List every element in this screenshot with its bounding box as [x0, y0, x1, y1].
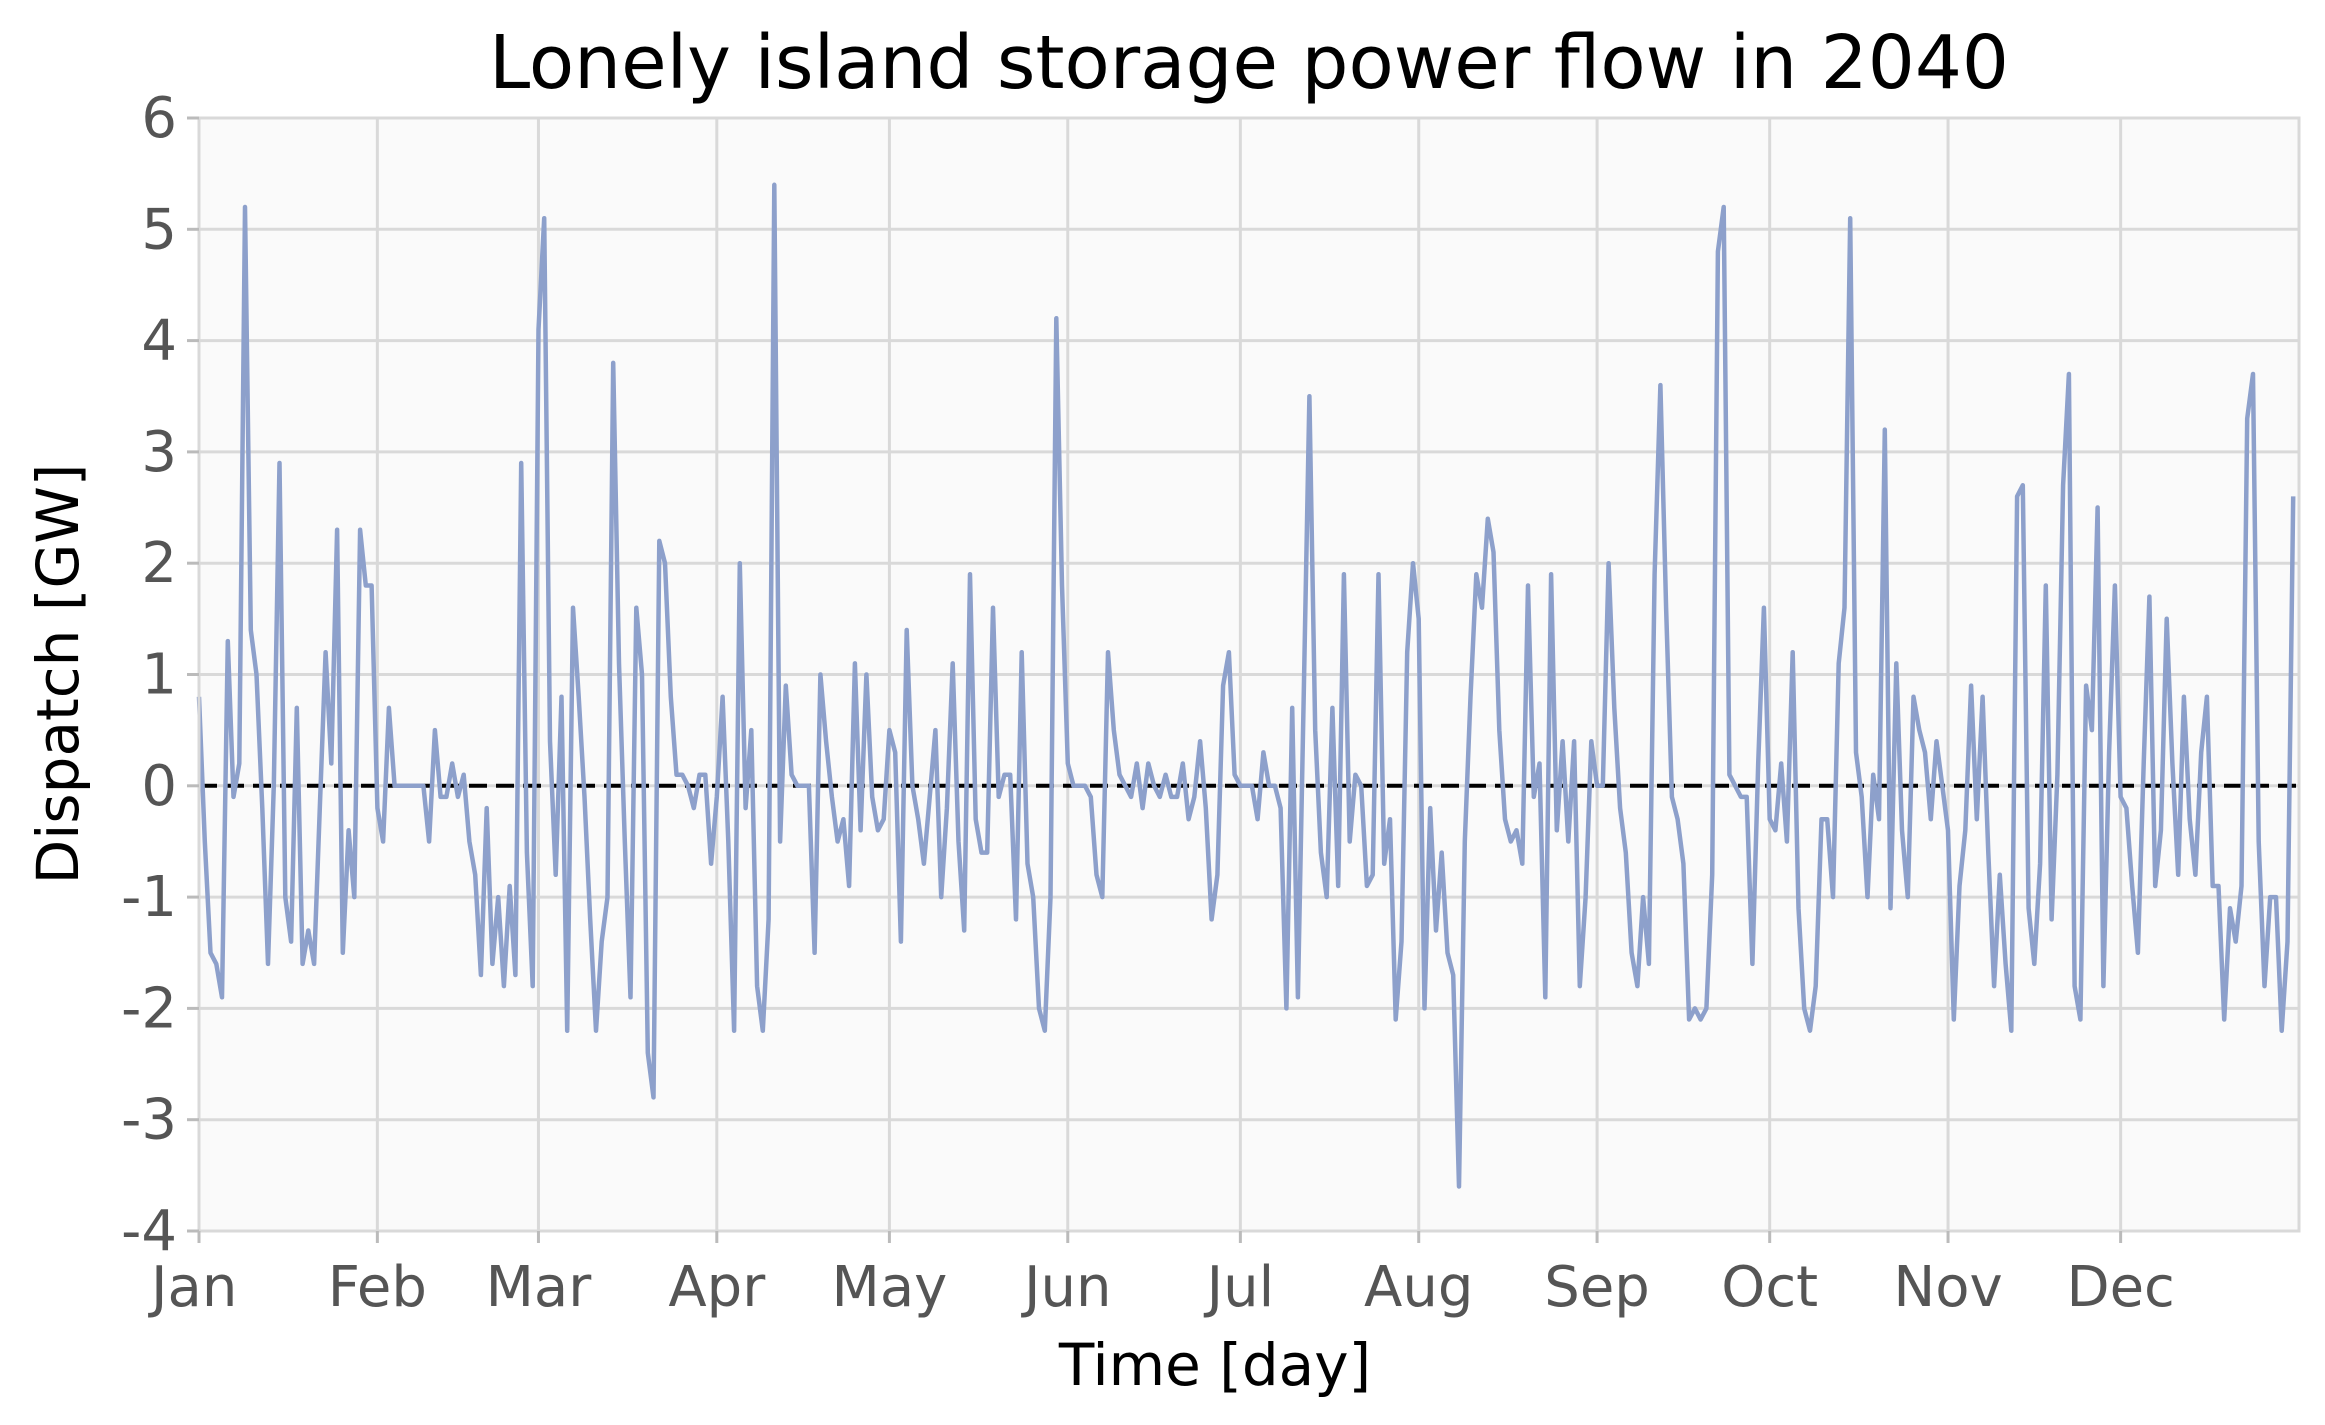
- x-tick-label: Mar: [486, 1255, 593, 1320]
- x-tick-label: Dec: [2066, 1255, 2174, 1320]
- x-tick-label: Jul: [1204, 1255, 1275, 1320]
- y-tick-label: 3: [141, 420, 177, 485]
- x-tick-label: Jun: [1021, 1255, 1112, 1320]
- y-tick-label: 0: [141, 754, 177, 819]
- y-tick-label: 5: [141, 197, 177, 262]
- y-tick-label: -1: [121, 865, 177, 930]
- series-line-storage-dispatch: [196, 182, 2296, 1189]
- x-tick-label: Oct: [1721, 1255, 1818, 1320]
- y-tick-label: 6: [141, 86, 177, 151]
- x-axis-ticks: Jan Feb Mar Apr May Jun Jul Aug Sep Oct Nov Dec: [148, 1231, 2175, 1320]
- x-axis-label: Time [day]: [1058, 1331, 1371, 1399]
- y-tick-label: -3: [121, 1088, 177, 1153]
- chart-title: Lonely island storage power flow in 2040: [489, 20, 2009, 106]
- y-axis-label: Dispatch [GW]: [24, 464, 92, 885]
- y-tick-label: 1: [141, 643, 177, 708]
- x-tick-label: Aug: [1364, 1255, 1473, 1320]
- y-axis-ticks: 6 5 4 3 2 1 0 -1 -2 -3 -4: [121, 86, 199, 1264]
- x-tick-label: Apr: [668, 1255, 766, 1320]
- x-tick-label: Jan: [148, 1255, 237, 1320]
- x-tick-label: May: [832, 1255, 948, 1320]
- y-tick-label: -2: [121, 976, 177, 1041]
- x-tick-label: Nov: [1893, 1255, 2002, 1320]
- x-tick-label: Sep: [1544, 1255, 1650, 1320]
- y-tick-label: 4: [141, 309, 177, 374]
- y-tick-label: 2: [141, 531, 177, 596]
- y-tick-label: -4: [121, 1199, 177, 1264]
- x-tick-label: Feb: [328, 1255, 427, 1320]
